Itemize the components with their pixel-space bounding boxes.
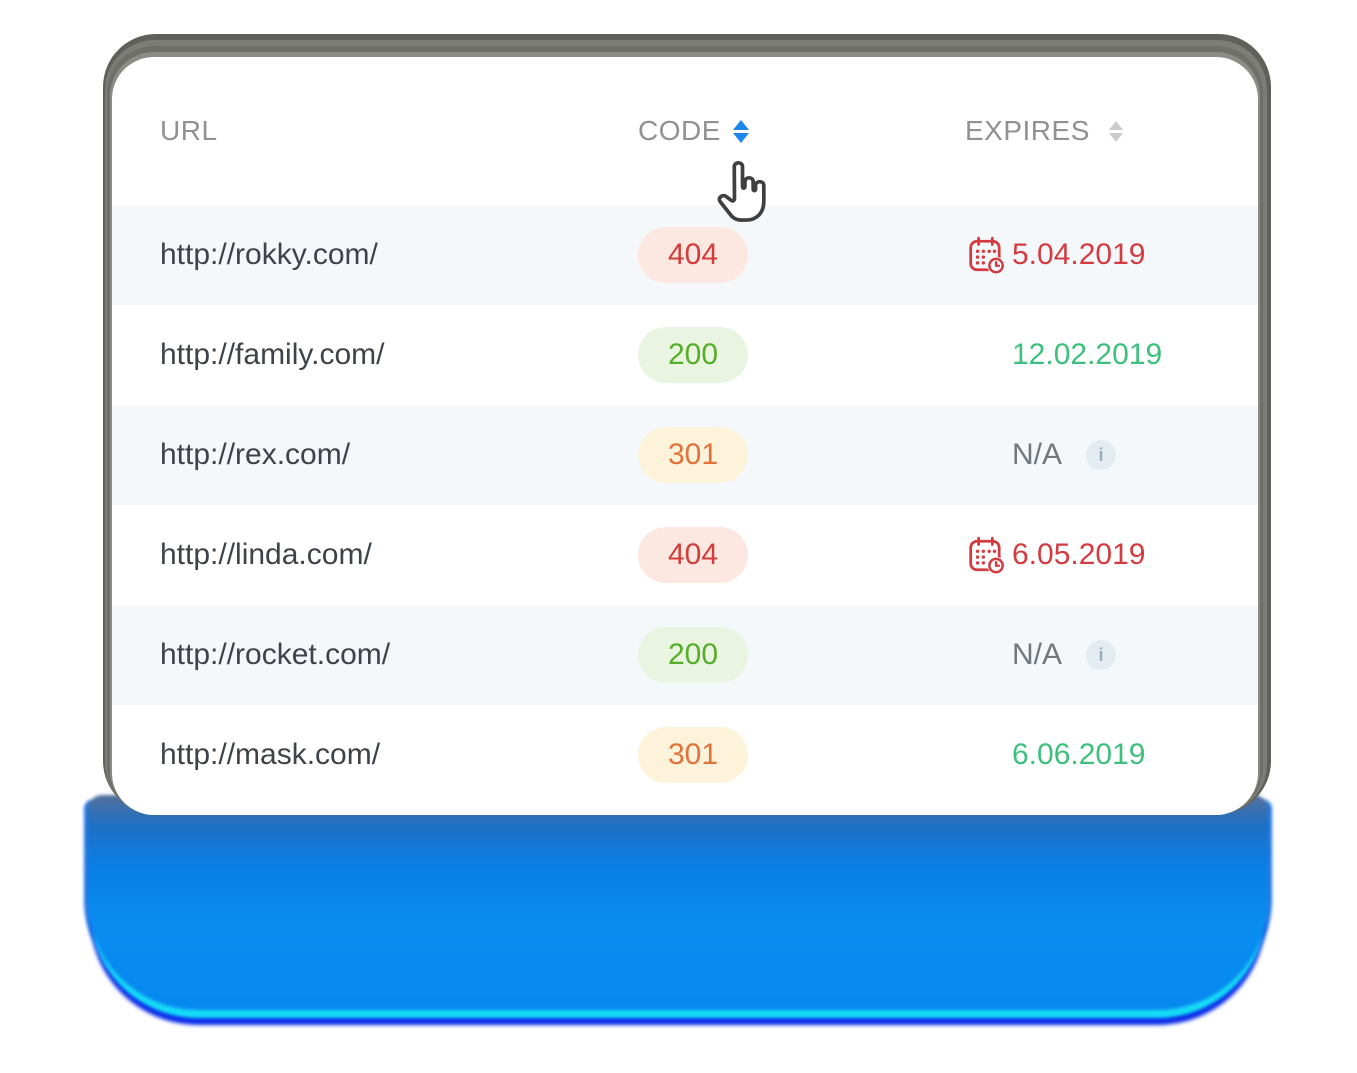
url-status-table-card: URL CODE EXPIRES http://rokky.com/ 404 — [112, 57, 1258, 815]
url-cell: http://rokky.com/ — [160, 238, 378, 271]
info-icon[interactable]: i — [1086, 440, 1117, 470]
column-header-code-label: CODE — [638, 115, 721, 146]
status-code-badge: 301 — [638, 727, 748, 783]
expires-date: 6.06.2019 — [1012, 738, 1146, 771]
url-cell: http://rocket.com/ — [160, 638, 391, 671]
table-row[interactable]: http://rokky.com/ 404 — [112, 205, 1258, 305]
expires-date: 12.02.2019 — [1012, 338, 1163, 371]
expires-date: 5.04.2019 — [1012, 238, 1146, 271]
table-row[interactable]: http://mask.com/ 301 6.06.2019 — [112, 705, 1258, 805]
column-header-code[interactable]: CODE — [638, 115, 965, 147]
expires-cell: N/A i — [965, 636, 1258, 674]
column-header-expires[interactable]: EXPIRES — [965, 115, 1258, 147]
url-cell: http://mask.com/ — [160, 738, 381, 771]
calendar-clock-icon — [968, 536, 1004, 574]
calendar-clock-icon — [968, 236, 1004, 274]
sort-icon-code-active[interactable] — [732, 119, 749, 143]
sort-up-arrow-icon — [732, 119, 749, 130]
sort-up-arrow-icon — [1108, 120, 1123, 130]
status-code-badge: 404 — [638, 527, 748, 583]
column-header-url-label: URL — [160, 115, 218, 146]
expires-cell: 6.05.2019 — [965, 536, 1258, 574]
url-cell: http://rex.com/ — [160, 438, 351, 471]
url-cell: http://linda.com/ — [160, 538, 372, 571]
table-row[interactable]: http://linda.com/ 404 — [112, 505, 1258, 605]
table-row[interactable]: http://family.com/ 200 12.02.2019 — [112, 305, 1258, 405]
expires-cell: 12.02.2019 — [965, 336, 1258, 374]
expires-cell: 5.04.2019 — [965, 236, 1258, 274]
sort-down-arrow-icon — [1108, 132, 1123, 142]
table-row[interactable]: http://rex.com/ 301 N/A i — [112, 405, 1258, 505]
status-code-badge: 301 — [638, 427, 748, 483]
table-header-row: URL CODE EXPIRES — [112, 57, 1258, 205]
expires-na-value: N/A — [1012, 438, 1063, 471]
blue-glow-shadow — [88, 795, 1268, 1010]
info-icon[interactable]: i — [1086, 640, 1117, 670]
sort-icon-expires-inactive[interactable] — [1108, 120, 1123, 142]
status-code-badge: 404 — [638, 227, 748, 283]
expires-cell: N/A i — [965, 436, 1258, 474]
hand-pointer-cursor-icon — [717, 161, 766, 222]
column-header-expires-label: EXPIRES — [965, 115, 1090, 146]
expires-date: 6.05.2019 — [1012, 538, 1146, 571]
status-code-badge: 200 — [638, 627, 748, 683]
status-code-badge: 200 — [638, 327, 748, 383]
expires-na-value: N/A — [1012, 638, 1063, 671]
sort-down-arrow-icon — [732, 132, 749, 143]
expires-cell: 6.06.2019 — [965, 736, 1258, 774]
url-cell: http://family.com/ — [160, 338, 385, 371]
table-row[interactable]: http://rocket.com/ 200 N/A i — [112, 605, 1258, 705]
column-header-url: URL — [160, 115, 638, 147]
